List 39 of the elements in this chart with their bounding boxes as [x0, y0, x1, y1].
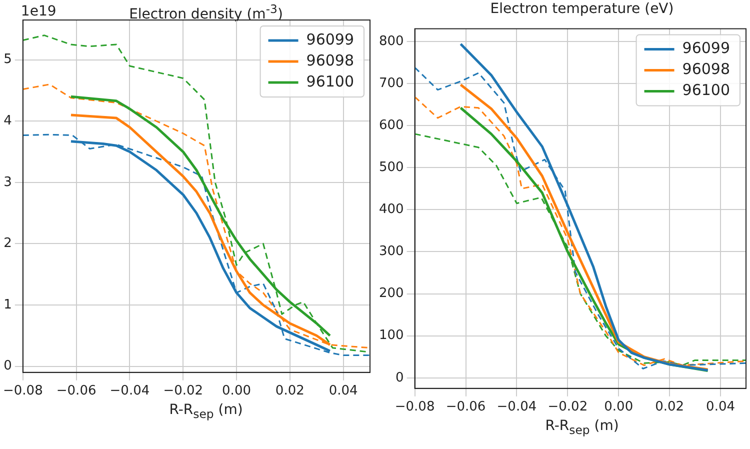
y-tick-label: 4	[4, 114, 12, 128]
legend-label: 96098	[682, 60, 730, 78]
x-axis-title: R-R$_{sep}$ (m)	[168, 402, 244, 422]
y-tick-label: 0	[396, 370, 404, 386]
y-tick-label: 200	[378, 286, 404, 302]
y-tick-label: 300	[378, 244, 404, 260]
y-tick-label: 2	[4, 236, 12, 252]
x-tick-label: −0.04	[496, 400, 537, 415]
x-tick-label: −0.04	[110, 384, 150, 399]
x-tick-label: 0.04	[706, 400, 735, 415]
text: 1e19	[20, 4, 56, 20]
y-tick-label: 700	[378, 76, 404, 91]
y-tick-label: 0	[4, 358, 12, 374]
legend-label: 96100	[306, 72, 354, 90]
y-tick-label: 100	[378, 328, 404, 344]
legend-label: 96098	[306, 51, 354, 70]
y-tick-label: 1	[4, 297, 12, 312]
x-tick-label: −0.02	[548, 400, 588, 415]
y-tick-label: 3	[4, 174, 12, 190]
x-tick-label: 0.02	[275, 384, 304, 399]
x-tick-label: −0.06	[56, 384, 96, 399]
x-tick-label: −0.06	[446, 400, 486, 415]
y-tick-label: 800	[378, 34, 404, 49]
x-axis-title: R-R$_{sep}$ (m)	[544, 418, 620, 438]
x-tick-label: 0.00	[222, 384, 251, 399]
x-tick-label: 0.00	[604, 400, 634, 415]
x-tick-label: −0.08	[2, 384, 43, 399]
chart-title: Electron temperature (eV)	[489, 0, 675, 18]
y-tick-label: 600	[378, 118, 404, 133]
y-tick-label: 500	[378, 160, 404, 175]
legend-label: 96099	[682, 39, 730, 58]
x-tick-label: −0.02	[163, 384, 204, 399]
y-tick-label: 5	[4, 52, 12, 68]
legend-label: 96099	[306, 30, 354, 48]
legend-label: 96100	[682, 81, 730, 100]
y-tick-label: 400	[378, 202, 404, 218]
x-tick-label: 0.04	[328, 384, 358, 399]
x-tick-label: −0.08	[394, 400, 435, 415]
x-tick-label: 0.02	[655, 400, 684, 415]
